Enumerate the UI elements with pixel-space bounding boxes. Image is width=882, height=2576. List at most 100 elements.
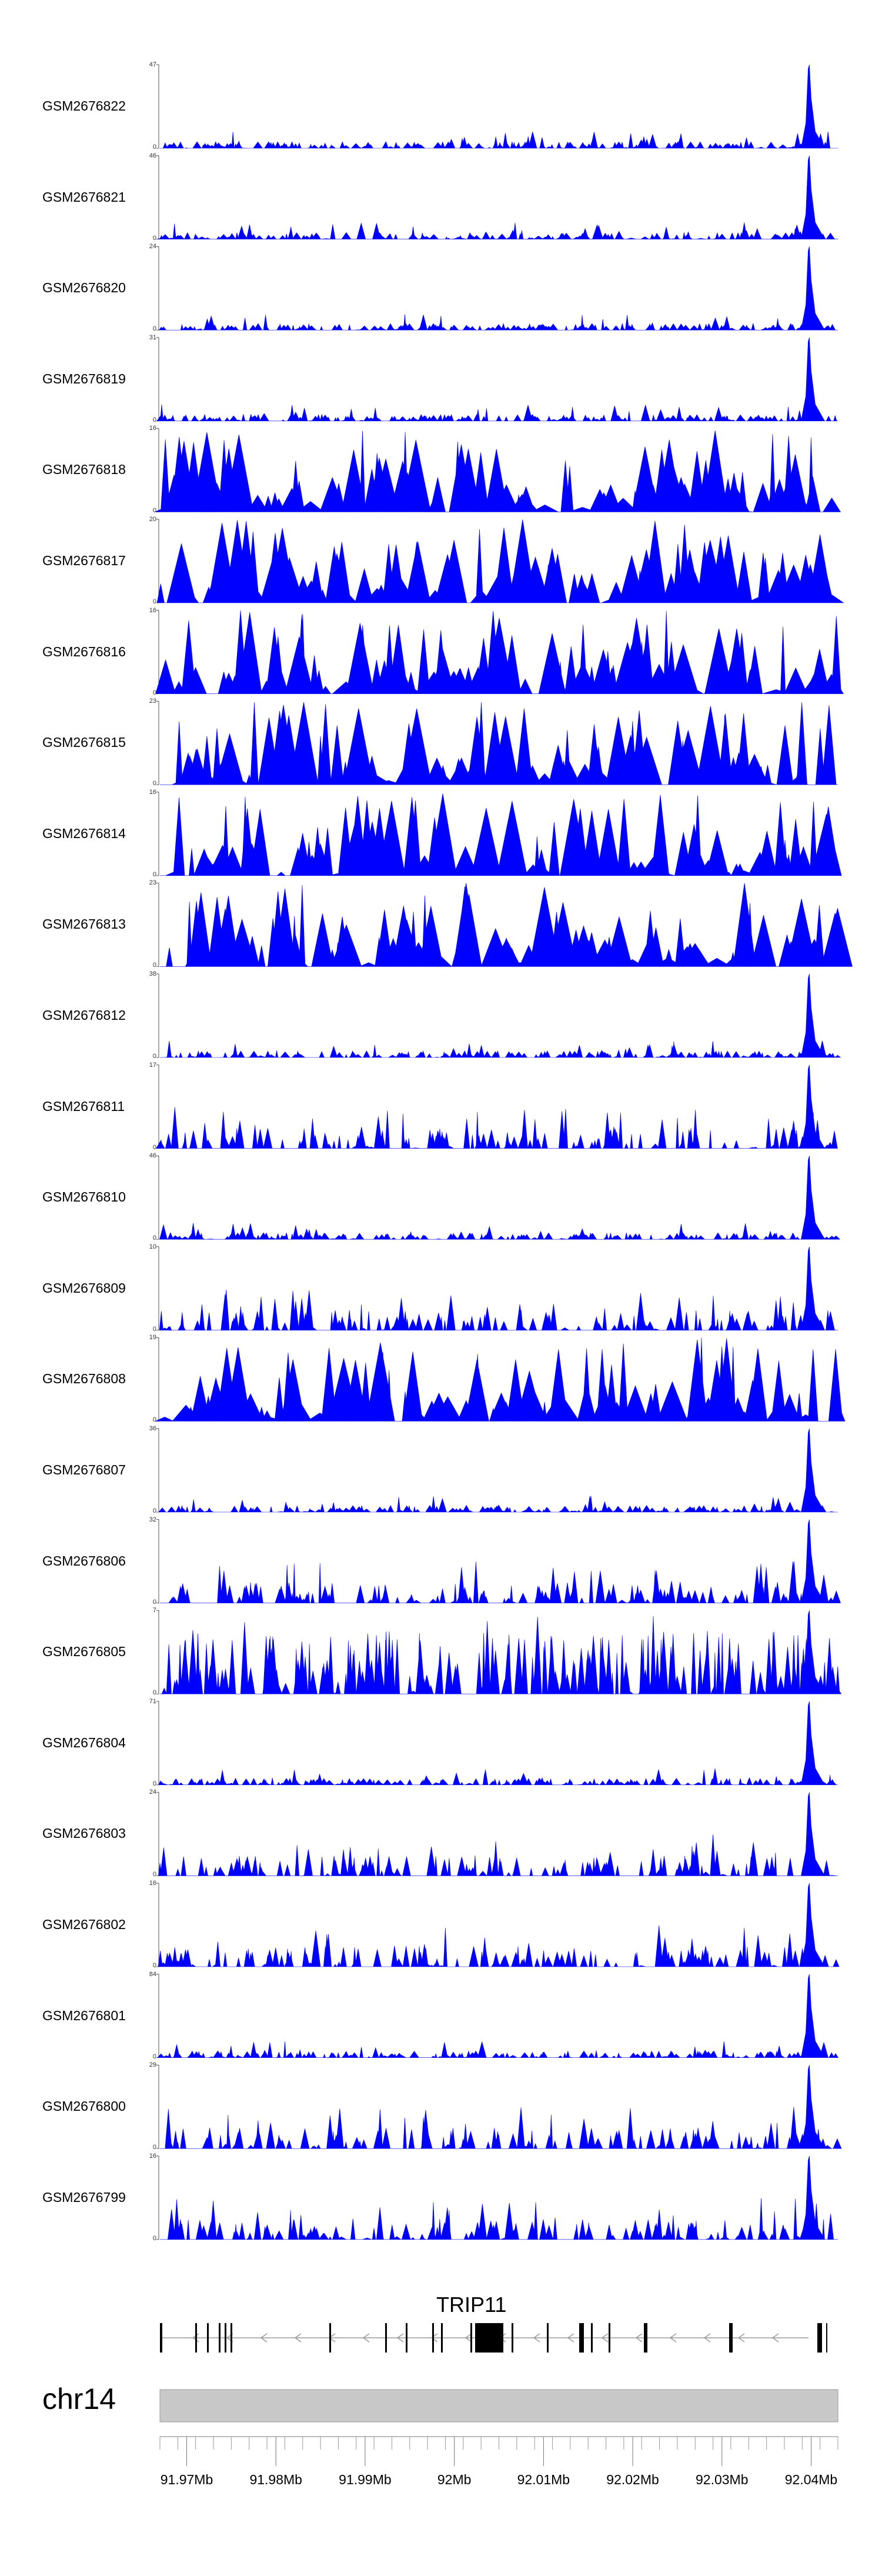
y-axis-min-label: 0 (152, 780, 156, 788)
signal-area (160, 883, 853, 967)
gene-exon (826, 2323, 827, 2353)
strand-arrow (260, 2333, 268, 2343)
strand-arrow (567, 2333, 574, 2343)
strand-arrow (294, 2333, 302, 2343)
x-axis-tick-label: 91.99Mb (339, 2472, 392, 2487)
track-label: GSM2676814 (42, 825, 126, 841)
y-axis-line (156, 337, 159, 422)
gene-exon (406, 2323, 407, 2353)
gene-exon (441, 2323, 443, 2353)
gene-exon (207, 2323, 209, 2353)
track-label: GSM2676806 (42, 1553, 126, 1569)
strand-arrow (430, 2333, 438, 2343)
y-axis-max-label: 16 (149, 1880, 156, 1887)
y-axis-max-label: 23 (149, 698, 156, 705)
track-label: GSM2676802 (42, 1917, 126, 1932)
gene-name-label: TRIP11 (436, 2293, 507, 2317)
gene-exon (385, 2323, 387, 2353)
gene-exon (579, 2323, 584, 2353)
y-axis-min-label: 0 (152, 2144, 156, 2151)
y-axis-max-label: 16 (149, 425, 156, 432)
y-axis-min-label: 0 (152, 870, 156, 878)
chromosome-label: chr14 (42, 2383, 116, 2415)
track-label: GSM2676803 (42, 1826, 126, 1841)
signal-area (159, 1246, 838, 1331)
gene-exon (475, 2323, 503, 2353)
y-axis-max-label: 16 (149, 2152, 156, 2160)
signal-area (158, 1883, 840, 1967)
y-axis-min-label: 0 (152, 325, 156, 333)
y-axis-min-label: 0 (152, 1143, 156, 1151)
y-axis-line (156, 2064, 159, 2149)
track-label: GSM2676809 (42, 1280, 126, 1296)
y-axis-min-label: 0 (152, 1053, 156, 1060)
x-axis-tick-label: 92Mb (437, 2472, 472, 2487)
signal-area (159, 246, 838, 331)
gene-exon (432, 2323, 434, 2353)
strand-arrow (396, 2333, 404, 2343)
signal-area (158, 1701, 838, 1786)
track-label: GSM2676807 (42, 1462, 126, 1477)
signal-area (160, 793, 842, 876)
y-axis-min-label: 0 (152, 1507, 156, 1514)
x-axis-tick-label: 91.98Mb (249, 2472, 302, 2487)
x-axis-tick-label: 92.02Mb (606, 2472, 659, 2487)
y-axis-line (156, 155, 159, 240)
y-axis-min-label: 0 (152, 1780, 156, 1787)
y-axis-min-label: 0 (152, 689, 156, 696)
track-label: GSM2676799 (42, 2189, 126, 2205)
strand-arrow (635, 2333, 643, 2343)
signal-area (155, 430, 841, 512)
y-axis-max-label: 38 (149, 970, 156, 977)
signal-area (157, 155, 838, 239)
signal-area (158, 1428, 838, 1513)
signal-area (160, 2155, 838, 2240)
signal-area (160, 973, 841, 1058)
y-axis-max-label: 10 (149, 1243, 156, 1250)
y-axis-min-label: 0 (152, 2234, 156, 2242)
signal-area (160, 1610, 842, 1694)
signal-area (160, 2065, 842, 2149)
y-axis-line (156, 1519, 159, 1604)
y-axis-max-label: 24 (149, 243, 156, 251)
y-axis-line (156, 1610, 159, 1694)
signal-area (155, 1337, 846, 1422)
y-axis-min-label: 0 (152, 962, 156, 969)
y-axis-max-label: 16 (149, 606, 156, 614)
strand-arrow (533, 2333, 540, 2343)
signal-area (160, 1519, 841, 1603)
gene-exon (329, 2323, 331, 2353)
track-label: GSM2676805 (42, 1644, 126, 1660)
y-axis-line (156, 1701, 159, 1786)
y-axis-min-label: 0 (152, 234, 156, 242)
y-axis-max-label: 19 (149, 1334, 156, 1342)
y-axis-line (156, 428, 159, 512)
y-axis-line (156, 792, 159, 876)
x-axis-tick-label: 92.04Mb (784, 2472, 838, 2487)
signal-area (157, 1974, 838, 2058)
y-axis-min-label: 0 (152, 1234, 156, 1242)
y-axis-line (156, 246, 159, 331)
x-axis-tick-label: 91.97Mb (160, 2472, 213, 2487)
gene-exon (230, 2323, 232, 2353)
y-axis-line (156, 1246, 159, 1331)
y-axis-max-label: 84 (149, 1970, 156, 1978)
gene-exon (729, 2323, 733, 2353)
track-label: GSM2676813 (42, 916, 126, 932)
track-label: GSM2676817 (42, 553, 126, 568)
y-axis-min-label: 0 (152, 1416, 156, 1424)
y-axis-min-label: 0 (152, 2053, 156, 2060)
y-axis-min-label: 0 (152, 507, 156, 515)
y-axis-line (156, 1337, 159, 1422)
y-axis-min-label: 0 (152, 416, 156, 423)
strand-arrow (771, 2333, 779, 2343)
signal-area (158, 1792, 838, 1876)
signal-area (160, 64, 838, 149)
gene-exon (512, 2323, 513, 2353)
y-axis-max-label: 46 (149, 1152, 156, 1160)
strand-arrow (362, 2333, 370, 2343)
gene-exon (609, 2323, 610, 2353)
y-axis-min-label: 0 (152, 1871, 156, 1878)
track-label: GSM2676810 (42, 1189, 126, 1205)
y-axis-line (156, 700, 159, 785)
